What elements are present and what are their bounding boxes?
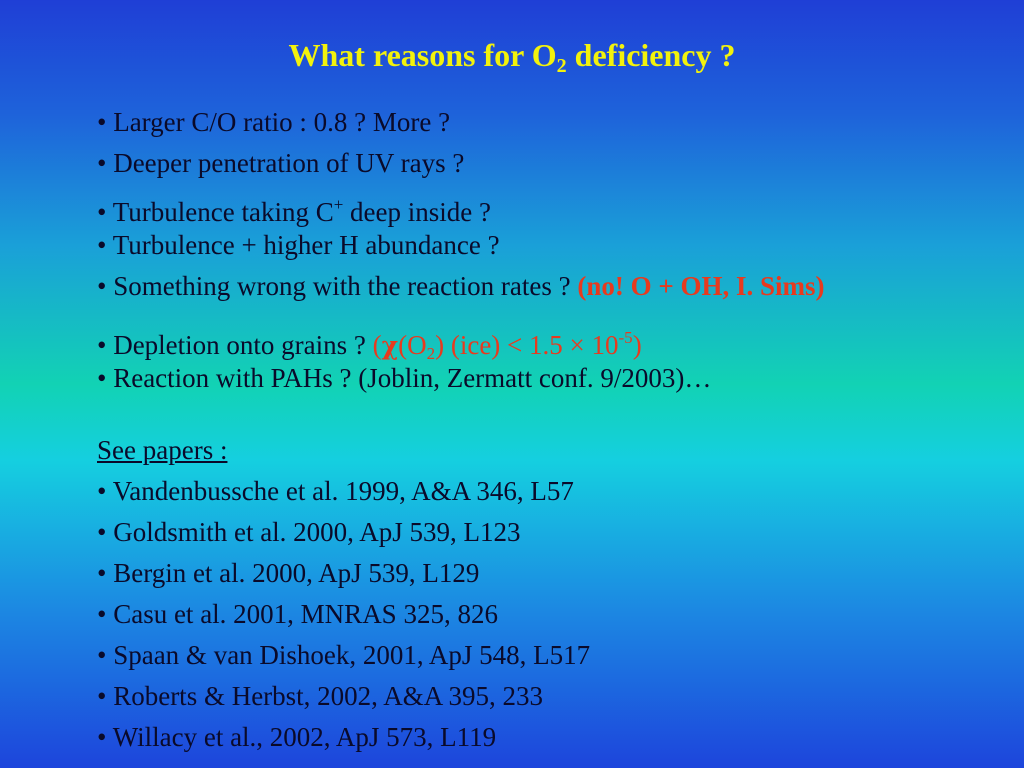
reason-depletion: • Depletion onto grains ? (χ(O2) (ice) <… xyxy=(97,317,711,363)
reason-uv-penetration: • Deeper penetration of UV rays ? xyxy=(97,148,465,178)
formula-rest: ) (ice) < 1.5 × 10 xyxy=(435,330,619,360)
reason-turbulence-c: • Turbulence taking C+ deep inside ? xyxy=(97,184,825,227)
reason-turbulence-c-sup: + xyxy=(333,195,344,214)
paper-item: • Vandenbussche et al. 1999, A&A 346, L5… xyxy=(97,476,574,506)
reason-turbulence-c-rest: deep inside ? xyxy=(343,197,491,227)
reason-reaction-rates-text: • Something wrong with the reaction rate… xyxy=(97,271,578,301)
reason-depletion-text: • Depletion onto grains ? xyxy=(97,330,373,360)
title-text-start: What reasons for O xyxy=(288,37,557,73)
paper-item: • Bergin et al. 2000, ApJ 539, L129 xyxy=(97,558,480,588)
paper-item: • Spaan & van Dishoek, 2001, ApJ 548, L5… xyxy=(97,640,591,670)
formula-open-paren: ( xyxy=(372,330,382,360)
paper-item: • Casu et al. 2001, MNRAS 325, 826 xyxy=(97,599,498,629)
formula-o-subscript: 2 xyxy=(426,344,436,363)
reason-depletion-formula: (χ(O2) (ice) < 1.5 × 10-5) xyxy=(372,328,642,363)
reasons-list-2: • Depletion onto grains ? (χ(O2) (ice) <… xyxy=(97,317,711,399)
formula-o: (O xyxy=(398,330,427,360)
chi-symbol: χ xyxy=(381,331,399,360)
reason-turbulence-h: • Turbulence + higher H abundance ? xyxy=(97,230,500,260)
title-subscript: 2 xyxy=(556,55,567,77)
papers-heading: See papers : xyxy=(97,435,228,465)
reason-reaction-rates-note: (no! O + OH, I. Sims) xyxy=(577,271,825,301)
paper-item: • Willacy et al., 2002, ApJ 573, L119 xyxy=(97,722,497,752)
paper-item: • Goldsmith et al. 2000, ApJ 539, L123 xyxy=(97,517,521,547)
slide-title: What reasons for O2 deficiency ? xyxy=(0,34,1024,87)
paper-item: • Roberts & Herbst, 2002, A&A 395, 233 xyxy=(97,681,543,711)
reason-turbulence-c-text: • Turbulence taking C xyxy=(97,197,334,227)
title-text-end: deficiency ? xyxy=(566,37,736,73)
formula-exponent: -5 xyxy=(618,328,633,347)
formula-close-paren: ) xyxy=(632,330,642,360)
reason-co-ratio: • Larger C/O ratio : 0.8 ? More ? xyxy=(97,107,451,137)
reasons-list: • Larger C/O ratio : 0.8 ? More ? • Deep… xyxy=(97,102,825,307)
papers-list: See papers : • Vandenbussche et al. 1999… xyxy=(97,430,590,758)
reason-pahs: • Reaction with PAHs ? (Joblin, Zermatt … xyxy=(97,363,712,393)
reason-reaction-rates: • Something wrong with the reaction rate… xyxy=(97,266,825,307)
